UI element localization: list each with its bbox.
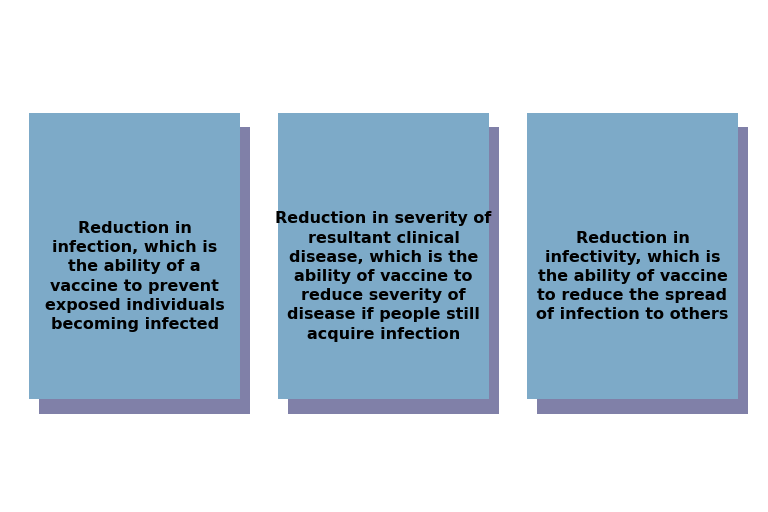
FancyBboxPatch shape	[39, 127, 250, 414]
FancyBboxPatch shape	[278, 113, 489, 399]
FancyBboxPatch shape	[527, 113, 738, 399]
FancyBboxPatch shape	[29, 113, 240, 399]
FancyBboxPatch shape	[537, 127, 748, 414]
FancyBboxPatch shape	[288, 127, 499, 414]
Text: Reduction in severity of
resultant clinical
disease, which is the
ability of vac: Reduction in severity of resultant clini…	[276, 211, 492, 342]
Text: Reduction in
infectivity, which is
the ability of vaccine
to reduce the spread
o: Reduction in infectivity, which is the a…	[536, 230, 729, 323]
Text: Reduction in
infection, which is
the ability of a
vaccine to prevent
exposed ind: Reduction in infection, which is the abi…	[45, 221, 225, 332]
